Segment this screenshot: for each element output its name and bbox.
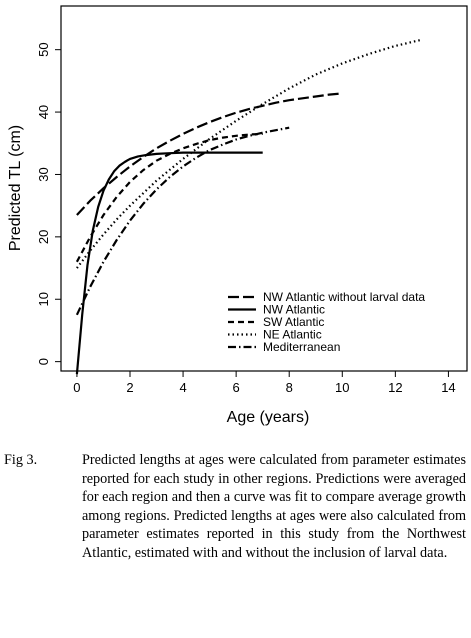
x-tick-label: 8 xyxy=(286,380,293,395)
series-line xyxy=(75,126,290,316)
x-tick-label: 14 xyxy=(441,380,455,395)
series-layer xyxy=(75,38,423,375)
y-tick-label: 20 xyxy=(36,230,51,244)
x-tick-label: 12 xyxy=(388,380,402,395)
x-tick-label: 4 xyxy=(179,380,186,395)
figure-caption: Fig 3. Predicted lengths at ages were ca… xyxy=(4,451,466,563)
y-tick-label: 0 xyxy=(36,358,51,365)
series-line xyxy=(76,38,423,269)
caption-text: Predicted lengths at ages were calculate… xyxy=(82,452,466,561)
x-tick-label: 0 xyxy=(73,380,80,395)
series-line xyxy=(76,92,343,216)
x-tick-label: 10 xyxy=(335,380,349,395)
y-axis-title: Predicted TL (cm) xyxy=(7,125,24,251)
x-axis: 0 2 4 6 8 10 12 14 xyxy=(73,370,456,395)
legend-label: NW Atlantic without larval data xyxy=(263,290,425,304)
y-tick-label: 50 xyxy=(36,42,51,56)
y-tick-label: 40 xyxy=(36,105,51,119)
x-tick-label: 6 xyxy=(233,380,240,395)
x-tick-label: 2 xyxy=(126,380,133,395)
growth-chart: 0 2 4 6 8 10 12 14 0 10 20 30 40 50 NW Atlantic with… xyxy=(7,5,468,426)
y-tick-label: 10 xyxy=(36,292,51,306)
legend-label: Mediterranean xyxy=(263,340,340,354)
legend-label: NE Atlantic xyxy=(263,328,322,342)
series-line xyxy=(75,132,263,263)
x-axis-title: Age (years) xyxy=(227,409,310,426)
legend-label: NW Atlantic xyxy=(263,303,325,317)
legend-label: SW Atlantic xyxy=(263,315,324,329)
y-axis: 0 10 20 30 40 50 xyxy=(36,42,62,365)
caption-label: Fig 3. xyxy=(4,452,38,468)
series-line xyxy=(75,151,263,375)
y-tick-label: 30 xyxy=(36,167,51,181)
